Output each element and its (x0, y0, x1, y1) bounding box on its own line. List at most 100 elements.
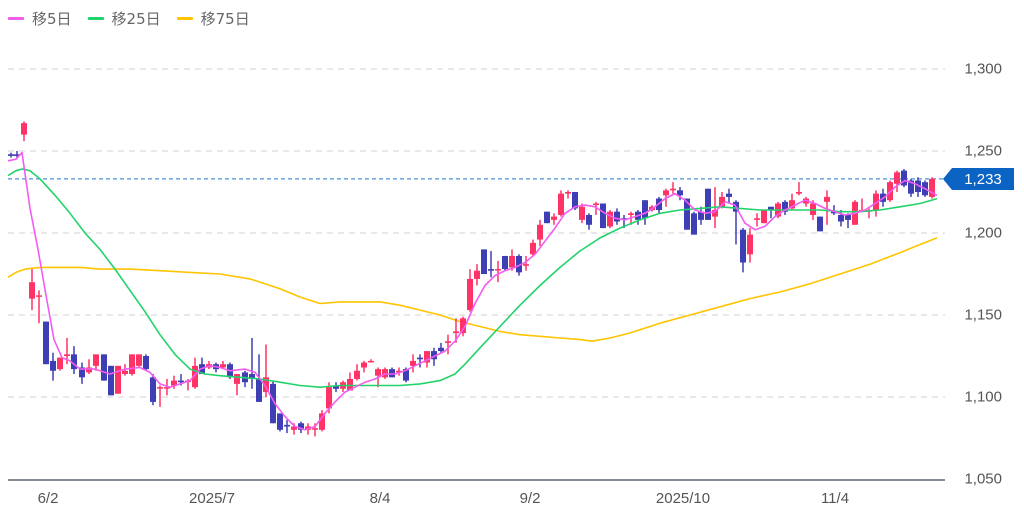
candle[interactable] (754, 213, 760, 227)
legend-item-ma75[interactable]: 移75日 (176, 8, 250, 29)
candle[interactable] (670, 182, 676, 194)
candle[interactable] (333, 382, 339, 393)
candle[interactable] (894, 170, 900, 192)
candle[interactable] (768, 206, 774, 219)
candle[interactable] (270, 380, 276, 424)
candle[interactable] (284, 419, 290, 434)
candle[interactable] (57, 357, 63, 371)
y-tick: 1,200 (964, 224, 1002, 242)
candle[interactable] (537, 219, 543, 247)
current-price-badge: 1,233 (943, 168, 1014, 190)
candle[interactable] (192, 357, 198, 389)
candle[interactable] (361, 360, 367, 373)
candle[interactable] (488, 251, 494, 278)
candle[interactable] (831, 205, 837, 215)
candle[interactable] (740, 228, 746, 273)
candle[interactable] (417, 354, 423, 368)
candle[interactable] (929, 177, 935, 199)
candle[interactable] (607, 210, 613, 229)
candle[interactable] (677, 187, 683, 201)
candle[interactable] (164, 378, 170, 396)
candle[interactable] (354, 364, 360, 381)
y-tick: 1,050 (964, 470, 1002, 488)
candle[interactable] (93, 354, 99, 371)
legend-label-ma5: 移5日 (32, 9, 72, 28)
candle[interactable] (263, 344, 269, 397)
candle[interactable] (502, 255, 508, 271)
candle[interactable] (579, 203, 585, 224)
candle[interactable] (866, 208, 872, 219)
candle[interactable] (915, 177, 921, 197)
candle[interactable] (782, 200, 788, 215)
candle[interactable] (838, 210, 844, 227)
candle[interactable] (79, 362, 85, 384)
candle[interactable] (319, 410, 325, 432)
candle[interactable] (157, 385, 163, 407)
candle[interactable] (8, 152, 14, 158)
candle[interactable] (824, 190, 830, 225)
y-tick: 1,250 (964, 142, 1002, 160)
candle[interactable] (901, 169, 907, 188)
candle[interactable] (551, 213, 557, 225)
candle[interactable] (558, 190, 564, 217)
candle[interactable] (817, 216, 823, 232)
candle[interactable] (481, 249, 487, 274)
candle[interactable] (101, 354, 107, 381)
candle[interactable] (445, 334, 451, 355)
candle[interactable] (396, 367, 402, 376)
candle[interactable] (50, 352, 56, 381)
candle[interactable] (467, 269, 473, 312)
candle[interactable] (150, 374, 156, 406)
candle[interactable] (698, 206, 704, 225)
candle[interactable] (340, 380, 346, 393)
candle[interactable] (600, 203, 606, 229)
candle[interactable] (845, 213, 851, 229)
candle[interactable] (438, 342, 444, 353)
candle[interactable] (277, 413, 283, 432)
ma5-swatch-icon (8, 16, 24, 20)
candle[interactable] (523, 255, 529, 271)
candle[interactable] (36, 290, 42, 324)
candle[interactable] (249, 337, 255, 389)
candle[interactable] (509, 249, 515, 271)
candle[interactable] (43, 321, 49, 365)
candle[interactable] (684, 198, 690, 230)
legend-item-ma25[interactable]: 移25日 (87, 8, 161, 29)
candle[interactable] (129, 354, 135, 376)
candle[interactable] (298, 421, 304, 434)
candle[interactable] (242, 370, 248, 388)
candle[interactable] (206, 360, 212, 370)
candle[interactable] (108, 365, 114, 396)
candle[interactable] (474, 264, 480, 286)
candle[interactable] (705, 188, 711, 220)
candle[interactable] (410, 354, 416, 373)
candle[interactable] (115, 365, 121, 394)
candle[interactable] (14, 151, 20, 158)
candle[interactable] (796, 182, 802, 196)
ma75-line (7, 237, 938, 342)
candle[interactable] (136, 354, 142, 368)
candle[interactable] (71, 346, 77, 375)
candle[interactable] (635, 210, 641, 225)
candle[interactable] (21, 121, 27, 142)
candle[interactable] (691, 211, 697, 235)
legend-item-ma5[interactable]: 移5日 (8, 8, 72, 29)
candle[interactable] (614, 208, 620, 225)
candle[interactable] (544, 211, 550, 224)
candle[interactable] (86, 359, 92, 375)
candle[interactable] (761, 210, 767, 224)
candle[interactable] (460, 316, 466, 337)
candle[interactable] (530, 239, 536, 256)
candle[interactable] (747, 228, 753, 263)
candle[interactable] (143, 354, 149, 371)
candle[interactable] (565, 190, 571, 199)
candle[interactable] (495, 260, 501, 283)
candle[interactable] (586, 213, 592, 230)
candle[interactable] (726, 188, 732, 204)
ma-line (7, 237, 938, 342)
candle[interactable] (29, 269, 35, 311)
candle[interactable] (389, 367, 395, 378)
candle[interactable] (368, 359, 374, 363)
x-tick: 2025/7 (189, 490, 235, 507)
